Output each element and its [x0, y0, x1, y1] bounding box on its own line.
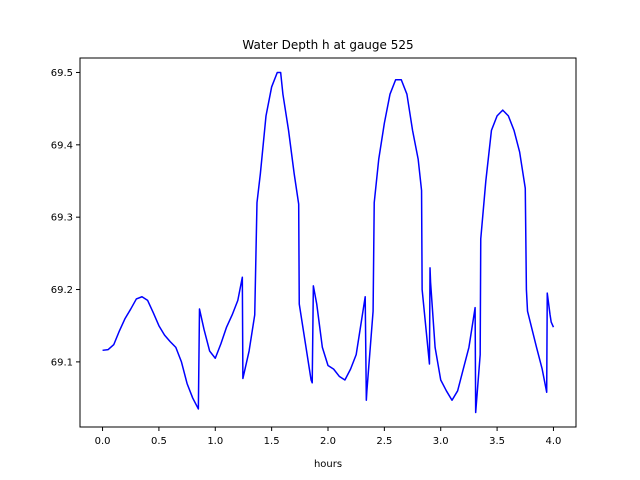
- x-tick-label: 4.0: [546, 436, 562, 447]
- y-tick-label: 69.3: [51, 213, 73, 224]
- y-axis: 69.1 69.2 69.3 69.4 69.5: [51, 68, 80, 368]
- y-tick-label: 69.1: [51, 357, 73, 368]
- x-tick-label: 0.0: [95, 436, 111, 447]
- x-tick-label: 1.0: [207, 436, 223, 447]
- x-tick-label: 3.0: [433, 436, 449, 447]
- x-tick-label: 3.5: [489, 436, 505, 447]
- x-tick-label: 0.5: [151, 436, 167, 447]
- x-tick-label: 2.0: [320, 436, 336, 447]
- x-tick-label: 2.5: [376, 436, 392, 447]
- y-tick-label: 69.4: [51, 140, 73, 151]
- y-tick-label: 69.5: [51, 68, 73, 79]
- x-axis-label: hours: [314, 459, 342, 470]
- x-axis: 0.0 0.5 1.0 1.5 2.0 2.5 3.0 3.5 4.0: [95, 427, 562, 447]
- series-line-0: [102, 71, 555, 414]
- x-tick-label: 1.5: [264, 436, 280, 447]
- plot-area: [102, 71, 555, 414]
- chart-title: Water Depth h at gauge 525: [242, 38, 413, 52]
- y-tick-label: 69.2: [51, 285, 73, 296]
